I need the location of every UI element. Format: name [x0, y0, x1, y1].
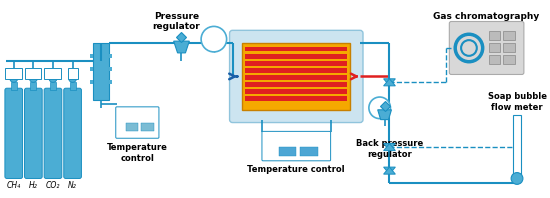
Bar [125, 123, 139, 131]
Circle shape [511, 173, 523, 184]
Text: MFC: MFC [6, 71, 21, 76]
FancyBboxPatch shape [5, 88, 23, 178]
Bar [25, 68, 41, 79]
Bar [503, 31, 515, 40]
Bar [245, 82, 347, 87]
Text: CO₂: CO₂ [46, 181, 60, 190]
Bar [109, 67, 112, 70]
Polygon shape [383, 79, 395, 86]
FancyBboxPatch shape [262, 131, 331, 161]
Text: Temperature control: Temperature control [248, 165, 345, 174]
Polygon shape [383, 144, 395, 151]
Bar [245, 61, 347, 66]
Text: Pressure
regulator: Pressure regulator [153, 12, 200, 31]
FancyBboxPatch shape [116, 107, 159, 138]
Text: Gas chromatography: Gas chromatography [433, 11, 540, 21]
Bar [109, 54, 112, 58]
Polygon shape [383, 167, 395, 174]
Text: Soap bubble
flow meter: Soap bubble flow meter [487, 92, 547, 112]
Bar [279, 147, 296, 156]
Bar [488, 55, 501, 64]
Text: MFC: MFC [25, 71, 41, 76]
Text: N₂: N₂ [68, 181, 77, 190]
Text: MFC: MFC [45, 71, 60, 76]
Bar [5, 68, 21, 79]
Bar [68, 68, 78, 79]
Bar [90, 67, 93, 70]
Polygon shape [383, 144, 395, 151]
Bar [488, 31, 501, 40]
Circle shape [201, 26, 227, 52]
Bar [141, 123, 154, 131]
Polygon shape [378, 110, 392, 120]
Circle shape [30, 74, 37, 82]
Bar [513, 115, 521, 174]
Bar [44, 68, 61, 79]
Bar [30, 82, 36, 90]
Text: CH₄: CH₄ [7, 181, 21, 190]
Circle shape [69, 74, 76, 82]
Circle shape [49, 74, 57, 82]
Bar [50, 82, 56, 90]
FancyBboxPatch shape [229, 30, 363, 123]
Text: H₂: H₂ [29, 181, 38, 190]
FancyBboxPatch shape [44, 88, 62, 178]
Bar [503, 55, 515, 64]
Bar [245, 96, 347, 101]
Bar [245, 75, 347, 80]
FancyBboxPatch shape [64, 88, 81, 178]
Text: P₁: P₁ [208, 35, 219, 45]
Bar [300, 147, 318, 156]
Polygon shape [383, 79, 395, 86]
Bar [245, 54, 347, 59]
Bar [488, 43, 501, 52]
Bar [245, 89, 347, 94]
Polygon shape [383, 167, 395, 174]
Text: Temperature
control: Temperature control [107, 143, 168, 163]
Bar [245, 47, 347, 51]
Text: P₂: P₂ [375, 104, 385, 113]
Circle shape [10, 74, 18, 82]
Bar [90, 80, 93, 84]
Text: Back pressure
regulator: Back pressure regulator [356, 139, 423, 159]
Polygon shape [174, 41, 189, 53]
Bar [70, 82, 75, 90]
Bar [245, 68, 347, 73]
Bar [503, 43, 515, 52]
Bar [90, 54, 93, 58]
Bar [11, 82, 16, 90]
Bar [109, 80, 112, 84]
Circle shape [369, 97, 390, 119]
FancyBboxPatch shape [25, 88, 42, 178]
Bar [243, 43, 350, 110]
FancyBboxPatch shape [449, 22, 524, 74]
Bar [93, 43, 109, 100]
